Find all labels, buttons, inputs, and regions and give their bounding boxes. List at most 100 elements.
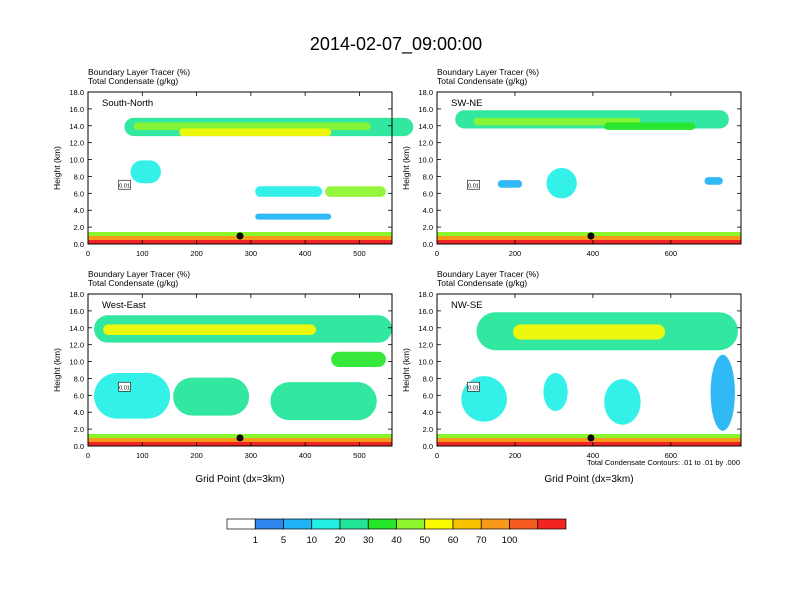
colorbar-label: 60	[448, 535, 459, 546]
tracer-region	[497, 180, 523, 188]
tracer-region	[331, 351, 386, 367]
colorbar-swatch	[480, 518, 510, 530]
x-tick-label: 200	[190, 249, 203, 258]
y-tick-label: 12.0	[418, 341, 433, 350]
y-tick-label: 10.0	[418, 156, 433, 165]
panel-header-line2: Total Condensate (g/kg)	[88, 278, 178, 288]
contour-label-box	[467, 179, 480, 190]
y-tick-label: 0.0	[423, 442, 433, 451]
y-tick-label: 16.0	[69, 307, 84, 316]
plot-frame	[87, 293, 393, 447]
y-tick-label: 2.0	[423, 425, 433, 434]
y-tick-label: 12.0	[69, 139, 84, 148]
x-tick-label: 200	[509, 249, 522, 258]
y-tick-label: 18.0	[418, 88, 433, 97]
colorbar-label: 50	[419, 535, 430, 546]
colorbar-swatch	[254, 518, 284, 530]
y-tick-label: 8.0	[74, 172, 84, 181]
y-tick-label: 6.0	[74, 189, 84, 198]
y-tick-label: 18.0	[69, 290, 84, 299]
colorbar-swatch	[311, 518, 341, 530]
tracer-region	[546, 168, 577, 199]
x-tick-label: 0	[86, 249, 90, 258]
colorbar-swatch	[367, 518, 397, 530]
colorbar: 1 5 10 20 30 40 50 60 70 100	[226, 518, 567, 546]
x-tick-label: 100	[136, 451, 149, 460]
x-tick-label: 400	[587, 451, 600, 460]
y-tick-label: 14.0	[69, 324, 84, 333]
y-tick-label: 6.0	[74, 391, 84, 400]
panel-header-line1: Boundary Layer Tracer (%)	[437, 67, 539, 77]
y-tick-label: 16.0	[418, 307, 433, 316]
contour-label-box	[467, 381, 480, 392]
y-tick-label: 0.0	[74, 240, 84, 249]
tracer-region	[604, 122, 696, 130]
y-tick-label: 4.0	[423, 206, 433, 215]
contour-label: 0.01	[468, 386, 479, 392]
y-tick-label: 0.0	[423, 240, 433, 249]
boundary-layer-band	[88, 240, 392, 244]
x-tick-label: 400	[299, 249, 312, 258]
panel-header-line2: Total Condensate (g/kg)	[88, 76, 178, 86]
tracer-region	[325, 186, 386, 197]
panel-header-line2: Total Condensate (g/kg)	[437, 278, 527, 288]
tracer-region	[103, 324, 316, 336]
contour-label-box	[118, 381, 131, 392]
x-tick-label: 300	[245, 451, 258, 460]
x-axis-label: Grid Point (dx=3km)	[195, 474, 284, 485]
x-tick-label: 0	[435, 451, 439, 460]
panel-sw-ne: Boundary Layer Tracer (%)Total Condensat…	[401, 67, 742, 258]
y-tick-label: 4.0	[423, 408, 433, 417]
y-tick-label: 16.0	[69, 105, 84, 114]
grid-point-marker	[236, 434, 244, 442]
y-tick-label: 4.0	[74, 206, 84, 215]
x-tick-label: 0	[435, 249, 439, 258]
colorbar-swatch	[226, 518, 256, 530]
tracer-field	[88, 315, 392, 446]
panel-header-line2: Total Condensate (g/kg)	[437, 76, 527, 86]
tracer-field	[88, 117, 414, 244]
y-axis-label: Height (km)	[401, 146, 411, 190]
colorbar-swatch	[283, 518, 313, 530]
x-tick-label: 600	[665, 451, 678, 460]
panel-label: NW-SE	[451, 300, 483, 311]
y-tick-label: 4.0	[74, 408, 84, 417]
x-tick-label: 0	[86, 451, 90, 460]
plot-frame	[436, 91, 742, 245]
boundary-layer-band	[437, 240, 741, 244]
y-tick-label: 2.0	[423, 223, 433, 232]
x-axis-label: Grid Point (dx=3km)	[544, 474, 633, 485]
colorbar-swatch	[509, 518, 539, 530]
plot-frame	[87, 91, 393, 245]
y-tick-label: 18.0	[418, 290, 433, 299]
figure-title: 2014-02-07_09:00:00	[310, 34, 482, 55]
x-tick-label: 400	[299, 451, 312, 460]
boundary-layer-band	[437, 442, 741, 446]
tracer-region	[255, 213, 332, 220]
contour-label: 0.01	[119, 386, 130, 392]
x-tick-label: 500	[353, 451, 366, 460]
contour-label: 0.01	[119, 184, 130, 190]
y-tick-label: 0.0	[74, 442, 84, 451]
panel-header-line1: Boundary Layer Tracer (%)	[88, 269, 190, 279]
colorbar-swatch	[396, 518, 426, 530]
boundary-layer-band	[88, 442, 392, 446]
colorbar-label: 30	[363, 535, 374, 546]
tracer-region	[473, 117, 641, 126]
x-tick-label: 400	[587, 249, 600, 258]
panel-header-line1: Boundary Layer Tracer (%)	[88, 67, 190, 77]
tracer-region	[173, 377, 250, 416]
y-axis-label: Height (km)	[52, 348, 62, 392]
panel-west-east: Boundary Layer Tracer (%)Total Condensat…	[52, 269, 393, 485]
colorbar-swatch	[537, 518, 567, 530]
colorbar-label: 40	[391, 535, 402, 546]
y-tick-label: 6.0	[423, 391, 433, 400]
colorbar-label: 10	[306, 535, 317, 546]
tracer-region	[604, 379, 641, 425]
colorbar-swatch	[339, 518, 369, 530]
plot-frame	[436, 293, 742, 447]
tracer-region	[704, 177, 723, 185]
tracer-region	[543, 373, 568, 412]
y-tick-label: 10.0	[418, 358, 433, 367]
